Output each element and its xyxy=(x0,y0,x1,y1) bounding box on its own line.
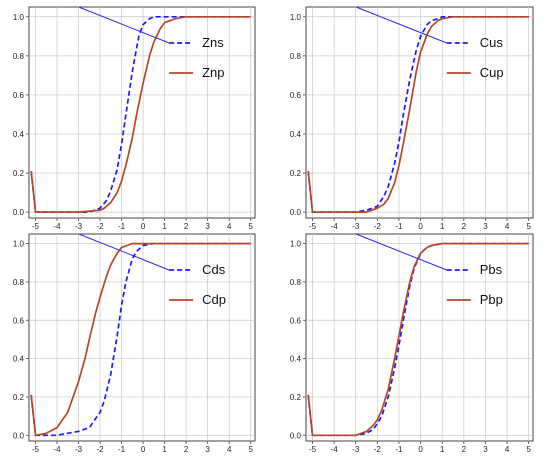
y-tick-label: 0.4 xyxy=(290,130,302,139)
x-tick-label: 3 xyxy=(483,222,488,231)
x-tick-label: -1 xyxy=(395,445,403,454)
y-tick-label: 0.2 xyxy=(290,169,302,178)
x-tick-label: -4 xyxy=(331,222,339,231)
y-tick-label: 1.0 xyxy=(290,240,302,249)
x-tick-label: -3 xyxy=(352,222,360,231)
x-tick-label: -3 xyxy=(352,445,360,454)
x-tick-label: -4 xyxy=(53,222,61,231)
legend-label: Cup xyxy=(480,65,504,80)
x-tick-label: -1 xyxy=(118,445,126,454)
y-tick-label: 1.0 xyxy=(290,13,302,22)
x-tick-label: 1 xyxy=(162,222,167,231)
x-tick-label: 1 xyxy=(162,445,167,454)
y-tick-label: 0.2 xyxy=(13,393,25,402)
x-tick-label: -5 xyxy=(309,222,317,231)
y-tick-label: 0.2 xyxy=(13,169,25,178)
plot-frame xyxy=(305,233,534,442)
x-tick-label: 5 xyxy=(526,222,531,231)
x-tick-label: 0 xyxy=(418,222,423,231)
x-tick-label: 4 xyxy=(505,222,510,231)
y-tick-label: 0.8 xyxy=(13,278,25,287)
x-tick-label: -2 xyxy=(96,222,104,231)
plot-frame xyxy=(28,233,256,442)
x-tick-label: 1 xyxy=(440,445,445,454)
plot-frame xyxy=(305,6,534,219)
y-tick-label: 0.4 xyxy=(13,355,25,364)
y-tick-label: 0.6 xyxy=(290,316,302,325)
x-tick-label: -2 xyxy=(374,222,382,231)
y-tick-label: 1.0 xyxy=(13,240,25,249)
chart-panel-cu: -5 -4 -3 -2 -1 0 1 2 3 4 5 0.0 0.2 0.4 0.6 0.8 1.0 Cus Cup xyxy=(290,6,534,231)
x-tick-label: 0 xyxy=(141,445,146,454)
legend-pointer-line xyxy=(355,233,447,271)
x-tick-label: 4 xyxy=(227,222,232,231)
x-tick-label: 5 xyxy=(526,445,531,454)
y-tick-label: 0.4 xyxy=(290,355,302,364)
x-tick-label: 4 xyxy=(505,445,510,454)
series-line-pbp xyxy=(307,242,529,437)
series-line-zns xyxy=(30,15,251,213)
x-tick-label: 4 xyxy=(227,445,232,454)
x-tick-label: -1 xyxy=(118,222,126,231)
y-tick-label: 1.0 xyxy=(13,13,25,22)
y-tick-label: 0.6 xyxy=(13,316,25,325)
legend-pointer-line xyxy=(78,6,170,44)
x-tick-label: -2 xyxy=(96,445,104,454)
y-tick-label: 0.4 xyxy=(13,130,25,139)
x-tick-label: 2 xyxy=(462,445,467,454)
y-tick-label: 0.2 xyxy=(290,393,302,402)
legend-label: Pbp xyxy=(480,292,503,307)
x-tick-label: -5 xyxy=(32,222,40,231)
x-tick-label: -5 xyxy=(32,445,40,454)
y-tick-label: 0.0 xyxy=(13,431,25,440)
series-line-znp xyxy=(30,15,251,213)
legend-pointer-line xyxy=(355,6,447,44)
y-tick-label: 0.0 xyxy=(290,431,302,440)
x-tick-label: 5 xyxy=(248,445,253,454)
x-tick-label: 3 xyxy=(205,445,210,454)
chart-panel-pb: -5 -4 -3 -2 -1 0 1 2 3 4 5 0.0 0.2 0.4 0.6 0.8 1.0 Pbs Pbp xyxy=(290,233,534,454)
series-line-cup xyxy=(307,15,529,213)
legend-label: Cdp xyxy=(202,292,226,307)
x-tick-label: 5 xyxy=(248,222,253,231)
y-tick-label: 0.8 xyxy=(13,52,25,61)
x-tick-label: -4 xyxy=(53,445,61,454)
x-tick-label: -1 xyxy=(395,222,403,231)
y-tick-label: 0.6 xyxy=(290,91,302,100)
legend-label: Pbs xyxy=(480,262,503,277)
y-tick-label: 0.8 xyxy=(290,278,302,287)
chart-panel-zn: -5 -4 -3 -2 -1 0 1 2 3 4 5 0.0 0.2 0.4 0.6 0.8 1.0 Zns Znp xyxy=(13,6,256,231)
plot-frame xyxy=(28,6,256,219)
x-tick-label: -3 xyxy=(75,445,83,454)
x-tick-label: 0 xyxy=(418,445,423,454)
x-tick-label: -2 xyxy=(374,445,382,454)
legend-label: Zns xyxy=(202,35,224,50)
y-tick-label: 0.0 xyxy=(13,208,25,217)
x-tick-label: 2 xyxy=(462,222,467,231)
x-tick-label: 2 xyxy=(184,445,189,454)
x-tick-label: 3 xyxy=(483,445,488,454)
x-tick-label: 1 xyxy=(440,222,445,231)
series-line-cdp xyxy=(30,242,251,437)
legend-pointer-line xyxy=(78,233,170,271)
y-tick-label: 0.6 xyxy=(13,91,25,100)
x-tick-label: 2 xyxy=(184,222,189,231)
x-tick-label: 0 xyxy=(141,222,146,231)
chart-panel-cd: -5 -4 -3 -2 -1 0 1 2 3 4 5 0.0 0.2 0.4 0.6 0.8 1.0 Cds Cdp xyxy=(13,233,256,454)
x-tick-label: -4 xyxy=(331,445,339,454)
x-tick-label: 3 xyxy=(205,222,210,231)
y-tick-label: 0.8 xyxy=(290,52,302,61)
x-tick-label: -3 xyxy=(75,222,83,231)
legend-label: Cus xyxy=(480,35,504,50)
y-tick-label: 0.0 xyxy=(290,208,302,217)
legend-label: Znp xyxy=(202,65,224,80)
x-tick-label: -5 xyxy=(309,445,317,454)
legend-label: Cds xyxy=(202,262,226,277)
